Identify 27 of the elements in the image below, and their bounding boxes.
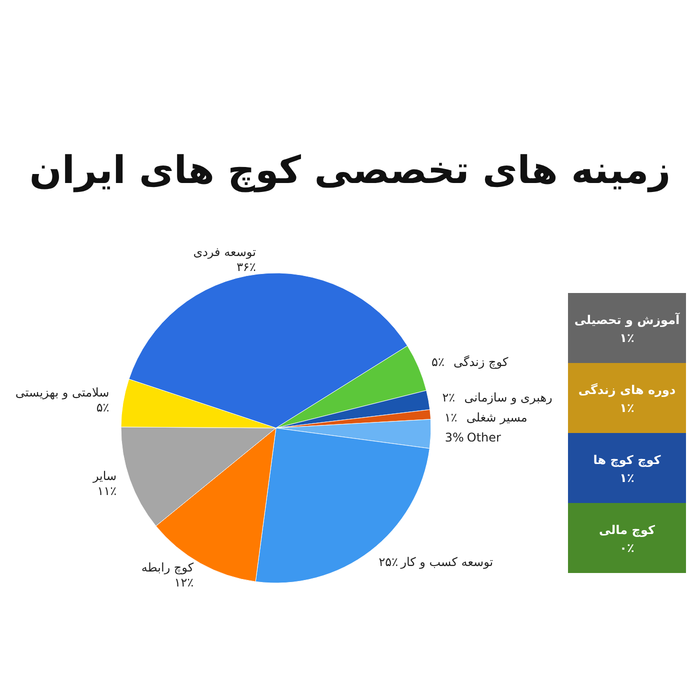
- data-label: ۱٪: [620, 401, 634, 415]
- data-label: ۱٪: [444, 410, 458, 424]
- slice-label: سایر: [92, 469, 117, 484]
- category-label: آموزش و تحصیلی: [574, 312, 681, 327]
- data-label: ۲۵٪: [378, 555, 398, 570]
- category-label: کوچ کوچ ها: [593, 453, 661, 467]
- data-label: ۵٪: [96, 400, 110, 414]
- data-label: ۳۶٪: [236, 260, 256, 274]
- data-label: ۱٪: [620, 471, 634, 485]
- slice-label: توسعه فردی: [193, 245, 256, 260]
- category-label: کوچ مالی: [599, 523, 655, 537]
- chart-title: زمینه های تخصصی کوچ های ایران: [29, 148, 671, 193]
- slice-label: کوچ زندگی: [454, 354, 508, 369]
- category-label: دوره های زندگی: [578, 383, 676, 397]
- data-label: ۱۲٪: [174, 576, 194, 590]
- slice-label: سلامتی و بهزیستی: [15, 385, 110, 400]
- data-label: 3%: [444, 430, 464, 444]
- slice-label: کوچ رابطه: [141, 560, 194, 575]
- slice-label: رهبری و سازمانی: [464, 390, 553, 404]
- slice-label: توسعه کسب و کار: [400, 555, 494, 570]
- data-label: ۲٪: [442, 390, 456, 404]
- data-label: ۰٪: [620, 541, 634, 555]
- data-label: ۱۱٪: [97, 484, 117, 498]
- slice-label: Other: [466, 430, 502, 444]
- data-label: ۵٪: [432, 354, 444, 369]
- slice-label: مسیر شغلی: [466, 410, 528, 424]
- data-label: ۱٪: [620, 331, 634, 345]
